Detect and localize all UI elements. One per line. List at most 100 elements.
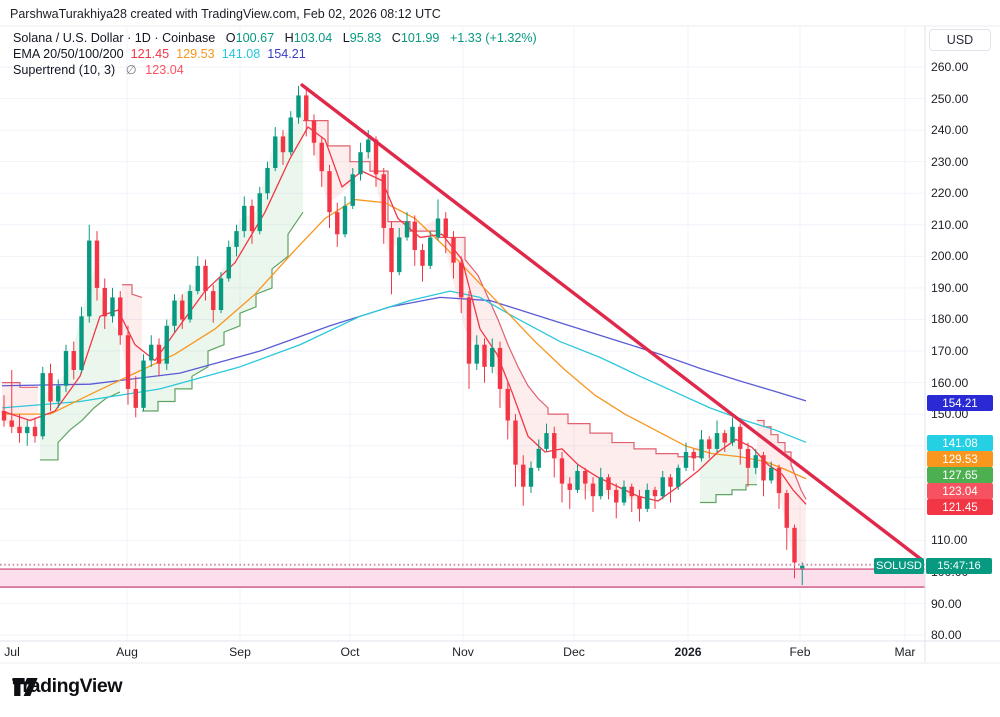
candle-body xyxy=(544,433,549,449)
price-tick-label: 160.00 xyxy=(931,375,969,390)
candle-body xyxy=(280,136,286,153)
supertrend-up-line xyxy=(700,484,757,504)
candle-body xyxy=(435,218,441,238)
candle-body xyxy=(87,240,92,317)
candle-body xyxy=(187,291,193,320)
candle-body xyxy=(583,470,588,484)
ema-current-value: 121.45 xyxy=(130,47,170,61)
time-tick-label: Feb xyxy=(789,645,811,659)
supertrend-down-line xyxy=(303,120,700,458)
symbol-title[interactable]: Solana / U.S. Dollar · 1D · Coinbase xyxy=(13,31,216,45)
candle-body xyxy=(226,246,231,279)
attribution-text: ParshwaTurakhiya28 created with TradingV… xyxy=(10,7,441,21)
price-tick-label: 90.00 xyxy=(931,596,962,611)
candle-body xyxy=(490,347,495,367)
legend-supertrend-row[interactable]: Supertrend (10, 3) ∅ 123.04 xyxy=(13,62,537,78)
descending-trendline[interactable] xyxy=(300,83,924,562)
indicator-price-badge: 127.65 xyxy=(927,467,993,483)
supertrend-down-fill xyxy=(122,284,142,399)
candle-body xyxy=(776,467,782,494)
candle-body xyxy=(738,426,743,449)
candle-body xyxy=(373,139,379,175)
indicator-price-badge: 129.53 xyxy=(927,451,993,467)
candles-layer xyxy=(1,85,805,586)
price-tick-label: 110.00 xyxy=(931,533,968,548)
legend-symbol-row[interactable]: Solana / U.S. Dollar · 1D · Coinbase O10… xyxy=(13,30,537,46)
candle-body xyxy=(257,193,262,232)
candle-body xyxy=(273,136,278,168)
candle-body xyxy=(17,426,22,434)
candle-body xyxy=(63,351,69,386)
candle-body xyxy=(156,344,162,364)
price-tick-label: 250.00 xyxy=(931,91,969,106)
time-tick-label: Mar xyxy=(894,645,916,659)
candle-body xyxy=(311,120,317,143)
candle-body xyxy=(149,344,154,361)
candle-body xyxy=(714,433,720,449)
candle-body xyxy=(40,373,45,437)
indicator-price-badge: 123.04 xyxy=(927,483,993,499)
candle-body xyxy=(381,174,386,228)
ema-current-value: 129.53 xyxy=(176,47,215,61)
candle-body xyxy=(125,335,131,389)
candle-body xyxy=(443,218,448,238)
legend-ema-row[interactable]: EMA 20/50/100/200 121.45 129.53 141.08 154.2… xyxy=(13,46,537,62)
price-tick-label: 260.00 xyxy=(931,60,969,74)
tradingview-logo[interactable]: TradingView xyxy=(12,675,123,698)
supertrend-indicator xyxy=(2,110,807,566)
bar-countdown-badge: 15:47:16 xyxy=(926,558,992,574)
candle-body xyxy=(79,316,84,370)
candle-body xyxy=(234,231,239,247)
candle-body xyxy=(397,237,402,273)
plot-area[interactable] xyxy=(0,26,925,641)
close-value: 101.99 xyxy=(400,31,440,45)
candle-body xyxy=(195,265,200,292)
candle-body xyxy=(180,300,185,320)
candle-body xyxy=(412,221,417,251)
candle-body xyxy=(218,278,224,311)
ema-current-value: 141.08 xyxy=(221,47,261,61)
candle-body xyxy=(784,493,789,528)
candle-body xyxy=(94,240,100,288)
candle-body xyxy=(203,265,208,292)
high-label: H xyxy=(284,31,294,45)
candle-body xyxy=(652,489,658,497)
candle-body xyxy=(590,483,596,497)
price-tick-label: 80.00 xyxy=(931,628,962,643)
supertrend-value: 123.04 xyxy=(145,63,184,77)
symbol-price-label: SOLUSD xyxy=(874,558,924,574)
supertrend-up-line xyxy=(40,391,121,461)
price-tick-label: 200.00 xyxy=(931,249,969,264)
candle-body xyxy=(389,227,394,273)
price-tick-label: 190.00 xyxy=(931,280,969,295)
candle-body xyxy=(172,300,177,326)
low-label: L xyxy=(342,31,350,45)
indicator-price-badge: 121.45 xyxy=(927,499,993,515)
candle-body xyxy=(141,360,146,408)
candle-body xyxy=(645,489,650,509)
ema100-line xyxy=(1,290,807,443)
candle-body xyxy=(71,351,76,370)
candle-body xyxy=(699,439,704,459)
candle-body xyxy=(358,152,363,175)
supertrend-down-line xyxy=(122,284,143,298)
low-value: 95.83 xyxy=(349,31,382,45)
time-tick-label: Sep xyxy=(229,645,251,659)
supertrend-up-line xyxy=(142,211,304,412)
candle-body xyxy=(559,458,565,484)
candle-body xyxy=(118,297,123,336)
tradingview-logo-text: TradingView xyxy=(12,675,123,697)
candle-body xyxy=(621,486,627,503)
time-tick-label: Aug xyxy=(116,645,138,659)
candle-body xyxy=(25,426,30,434)
candle-body xyxy=(327,171,332,213)
candle-body xyxy=(629,486,634,497)
candle-body xyxy=(575,470,580,490)
candle-body xyxy=(288,117,293,153)
currency-toggle-button[interactable]: USD xyxy=(929,29,991,51)
candle-body xyxy=(800,565,805,570)
candle-body xyxy=(366,139,371,153)
average-symbol: ∅ xyxy=(125,63,137,77)
price-tick-label: 220.00 xyxy=(931,186,969,201)
